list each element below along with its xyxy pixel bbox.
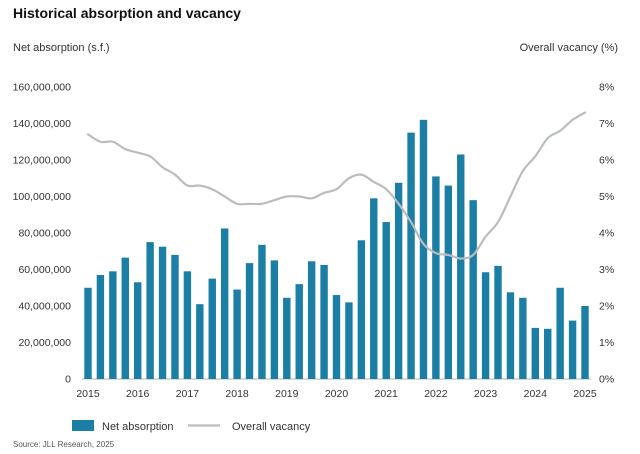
chart-title: Historical absorption and vacancy [13, 5, 241, 21]
bar-net-absorption [183, 271, 192, 379]
bar-net-absorption [307, 261, 316, 379]
vacancy-line [86, 111, 587, 260]
left-axis-ticks: 0 20,000,000 40,000,000 60,000,000 80,000,00… [13, 82, 72, 386]
bar-net-absorption [469, 200, 477, 379]
bar-net-absorption [357, 240, 366, 379]
bar-net-absorption [295, 284, 303, 379]
bar-net-absorption [394, 182, 403, 379]
source-note: Source: JLL Research, 2025 [13, 440, 115, 449]
y-tick-label: 120,000,000 [13, 155, 72, 167]
bar-net-absorption [220, 228, 229, 379]
bar-net-absorption [419, 119, 428, 379]
y-tick-label: 40,000,000 [18, 301, 71, 313]
x-tick-label: 2021 [375, 388, 399, 400]
x-tick-label: 2015 [76, 388, 100, 400]
y-tick-label: 100,000,000 [13, 191, 72, 203]
y2-tick-label: 2% [599, 301, 614, 313]
bar-net-absorption [196, 304, 204, 379]
right-axis-ticks: 0% 1% 2% 3% 4% 5% 6% 7% 8% [599, 82, 614, 386]
x-tick-label: 2025 [573, 388, 597, 400]
y-tick-label: 140,000,000 [13, 118, 72, 130]
bar-net-absorption [432, 176, 440, 379]
bar-net-absorption [444, 185, 453, 379]
y-tick-label: 0 [65, 374, 71, 386]
bar-net-absorption [84, 287, 92, 379]
x-tick-label: 2016 [126, 388, 150, 400]
bar-net-absorption [544, 328, 552, 379]
y-tick-label: 20,000,000 [18, 337, 71, 349]
bar-net-absorption [506, 292, 515, 379]
bar-net-absorption [370, 198, 378, 379]
bar-net-absorption [146, 242, 154, 380]
y2-tick-label: 0% [599, 374, 614, 386]
bar-net-absorption [457, 154, 465, 379]
bar-net-absorption [332, 295, 341, 379]
bar-net-absorption [581, 306, 589, 379]
legend-label-net-absorption: Net absorption [102, 421, 174, 433]
y2-tick-label: 6% [599, 155, 614, 167]
bar-net-absorption [121, 257, 129, 379]
x-tick-label: 2018 [225, 388, 249, 400]
bar-net-absorption [345, 302, 353, 379]
bar-net-absorption [245, 263, 254, 379]
legend-bar-swatch [72, 420, 94, 431]
x-tick-label: 2019 [275, 388, 299, 400]
bar-net-absorption [158, 246, 167, 379]
bar-net-absorption [134, 282, 142, 379]
y2-tick-label: 7% [599, 118, 614, 130]
x-axis-ticks: 2015 2016 2017 2018 2019 2020 2021 2022 2023 2024… [76, 388, 597, 400]
bar-net-absorption [96, 274, 105, 379]
bar-net-absorption [494, 265, 502, 379]
bar-net-absorption [208, 278, 216, 380]
bar-net-absorption [556, 287, 564, 379]
bar-net-absorption [568, 320, 577, 379]
left-axis-label: Net absorption (s.f.) [13, 42, 110, 54]
y2-tick-label: 5% [599, 191, 614, 203]
bar-net-absorption [270, 260, 279, 380]
y-tick-label: 60,000,000 [18, 264, 71, 276]
y2-tick-label: 8% [599, 82, 614, 94]
bars-group [84, 119, 589, 380]
y-tick-label: 80,000,000 [18, 228, 71, 240]
x-tick-label: 2022 [424, 388, 448, 400]
bar-net-absorption [258, 244, 266, 379]
bar-net-absorption [233, 289, 241, 379]
right-axis-label: Overall vacancy (%) [519, 42, 618, 54]
legend: Net absorption Overall vacancy [72, 420, 311, 433]
x-tick-label: 2020 [325, 388, 349, 400]
bar-net-absorption [320, 264, 328, 379]
bar-net-absorption [382, 222, 390, 379]
y2-tick-label: 1% [599, 337, 614, 349]
bar-net-absorption [283, 297, 291, 379]
y2-tick-label: 4% [599, 228, 614, 240]
bar-net-absorption [531, 327, 539, 379]
bar-net-absorption [109, 271, 117, 379]
y-tick-label: 160,000,000 [13, 82, 72, 94]
bar-net-absorption [481, 272, 490, 379]
bar-net-absorption [171, 254, 179, 379]
x-tick-label: 2023 [474, 388, 498, 400]
x-tick-label: 2024 [524, 388, 548, 400]
legend-label-overall-vacancy: Overall vacancy [232, 421, 311, 433]
x-tick-label: 2017 [176, 388, 200, 400]
y2-tick-label: 3% [599, 264, 614, 276]
bar-net-absorption [407, 132, 415, 380]
bar-net-absorption [519, 297, 527, 379]
